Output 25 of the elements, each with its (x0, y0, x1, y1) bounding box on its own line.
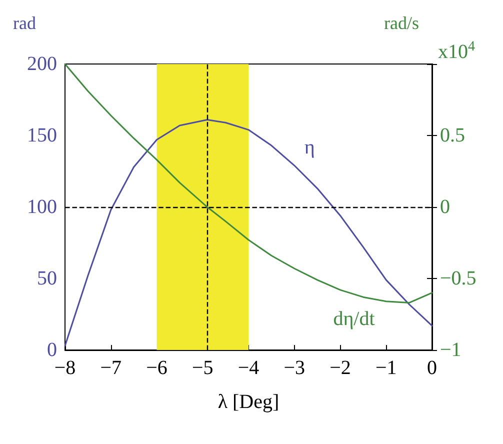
x-tick-label: −8 (54, 357, 76, 379)
series-label: η (304, 136, 315, 159)
line-series (64, 63, 433, 304)
y-tick-label: 0 (47, 339, 57, 361)
y-tick-label: 100 (27, 196, 57, 218)
y-tick-label: 200 (27, 53, 57, 75)
y2-tick-label: −0.5 (440, 268, 476, 290)
series-label: dη/dt (333, 308, 376, 330)
y2-tick-label: −1 (440, 339, 462, 361)
line-series (64, 119, 433, 346)
x-tick-label: −1 (375, 357, 397, 379)
y2-tick-label: 0 (440, 196, 450, 218)
y2-tick-label: 0.5 (440, 124, 465, 146)
x-tick-label: −4 (238, 357, 260, 379)
y-axis-title: rad (13, 13, 36, 33)
x-tick-label: −6 (146, 357, 168, 379)
x-tick-label: −5 (192, 357, 214, 379)
y2-axis-title: rad/s (384, 13, 419, 33)
x-tick-label: 0 (427, 357, 437, 379)
y-tick-label: 150 (27, 124, 57, 146)
x-tick-label: −3 (284, 357, 306, 379)
x-tick-label: −7 (100, 357, 122, 379)
x-tick-label: −2 (330, 357, 351, 379)
x-axis-title: λ [Deg] (218, 391, 280, 413)
y-tick-label: 50 (37, 268, 57, 290)
